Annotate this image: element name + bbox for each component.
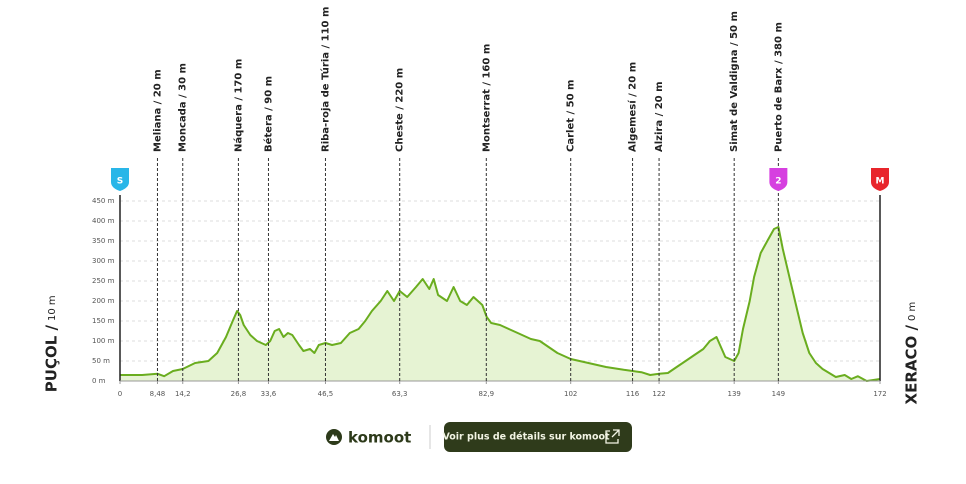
waypoint-label: Náquera / 170 m <box>232 59 244 152</box>
end-name: XERACO / <box>903 324 921 404</box>
x-tick-label: 116 <box>626 390 640 398</box>
waypoint-label: Simat de Valdigna / 50 m <box>729 11 740 152</box>
brand: komoot <box>348 429 411 447</box>
elevation-area <box>120 227 880 381</box>
external-icon <box>605 429 620 444</box>
x-tick-label: 139 <box>727 390 740 398</box>
waypoint-label: Riba-roja de Túria / 110 m <box>319 7 331 152</box>
x-tick-label: 102 <box>564 390 577 398</box>
y-tick-label: 250 m <box>92 277 115 285</box>
details-button[interactable]: Voir plus de détails sur komoot <box>442 422 632 452</box>
x-tick-label: 63,3 <box>392 390 408 398</box>
start-label: PUÇOL / 10 m <box>43 295 61 392</box>
x-tick-label: 33,6 <box>261 390 277 398</box>
x-tick-label: 82,9 <box>479 390 495 398</box>
y-tick-label: 50 m <box>92 357 110 365</box>
end-elevation: 0 m <box>907 302 918 321</box>
waypoint-label: Cheste / 220 m <box>395 68 406 152</box>
x-tick-label: 46,5 <box>318 390 334 398</box>
start-elevation: 10 m <box>47 295 58 321</box>
y-tick-label: 350 m <box>92 237 115 245</box>
start-name: PUÇOL / <box>43 324 61 392</box>
x-tick-label: 14,2 <box>175 390 191 398</box>
marker-label: M <box>876 177 885 187</box>
waypoint-label: Bétera / 90 m <box>262 76 274 152</box>
y-tick-label: 150 m <box>92 317 115 325</box>
y-tick-label: 200 m <box>92 297 115 305</box>
x-tick-label: 172 <box>873 390 886 398</box>
x-tick-label: 122 <box>652 390 665 398</box>
marker-label: 2 <box>775 177 781 187</box>
y-tick-label: 450 m <box>92 197 115 205</box>
y-tick-label: 100 m <box>92 337 115 345</box>
waypoint-label: Montserrat / 160 m <box>481 44 492 152</box>
x-tick-label: 26,8 <box>231 390 247 398</box>
komoot-logo[interactable]: komoot <box>326 429 411 447</box>
x-tick-label: 149 <box>772 390 785 398</box>
y-tick-label: 300 m <box>92 257 115 265</box>
button-bg <box>444 422 632 452</box>
waypoint-label: Meliana / 20 m <box>152 69 163 152</box>
marker-badge <box>871 168 889 191</box>
waypoint-label: Alzira / 20 m <box>654 81 665 152</box>
x-tick-label: 0 <box>118 390 122 398</box>
marker-badge <box>769 168 788 191</box>
end-label: XERACO / 0 m <box>903 302 921 405</box>
waypoint-label: Carlet / 50 m <box>566 80 577 152</box>
waypoint-label: Algemesí / 20 m <box>627 62 639 152</box>
waypoint-label: Puerto de Barx / 380 m <box>773 22 784 152</box>
marker-label: S <box>117 177 123 187</box>
y-tick-label: 400 m <box>92 217 115 225</box>
logo-mountain <box>329 434 339 441</box>
marker-badge <box>111 168 129 191</box>
waypoint-label: Moncada / 30 m <box>178 63 189 152</box>
x-tick-label: 8,48 <box>150 390 166 398</box>
y-tick-label: 0 m <box>92 377 106 385</box>
button-label: Voir plus de détails sur komoot <box>442 432 610 443</box>
